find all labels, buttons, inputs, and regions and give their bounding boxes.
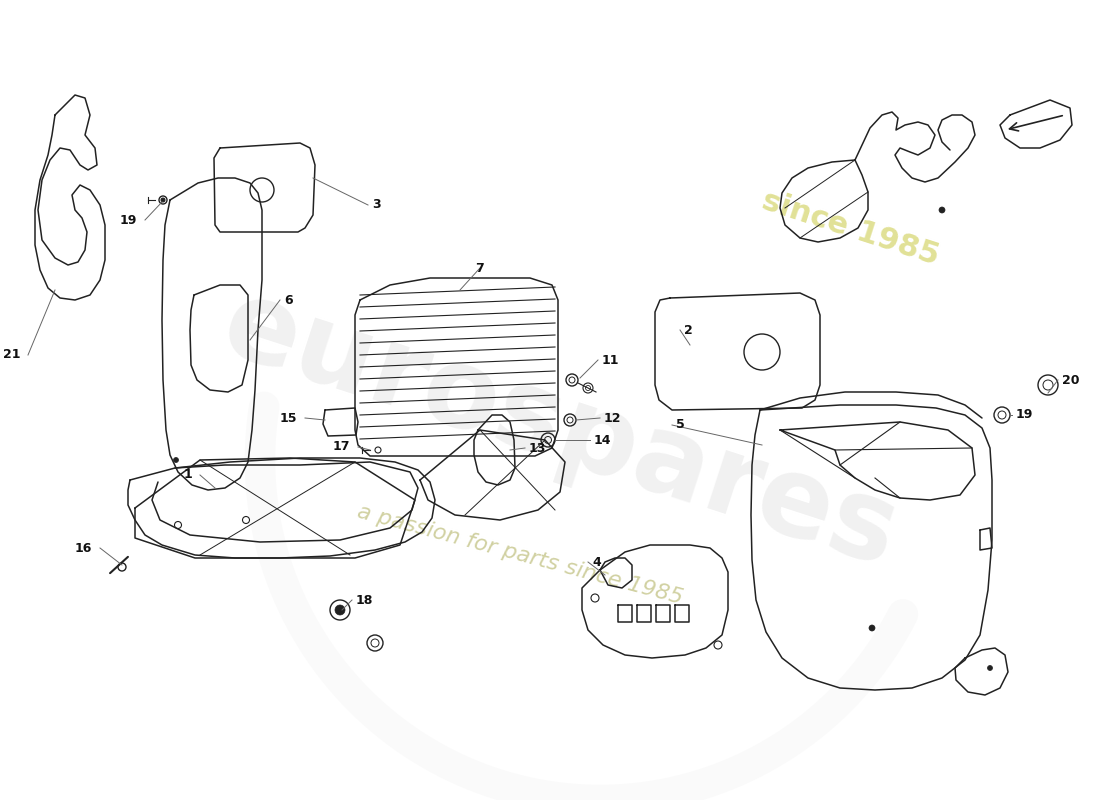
- Text: 4: 4: [592, 555, 601, 569]
- Text: 1: 1: [184, 469, 192, 482]
- Circle shape: [869, 625, 874, 631]
- Text: 2: 2: [684, 323, 693, 337]
- Text: 15: 15: [279, 411, 297, 425]
- Text: 5: 5: [676, 418, 684, 431]
- Text: 16: 16: [75, 542, 92, 554]
- Text: a passion for parts since 1985: a passion for parts since 1985: [355, 502, 685, 608]
- Text: 21: 21: [2, 349, 20, 362]
- Text: 17: 17: [332, 441, 350, 454]
- Circle shape: [174, 458, 178, 462]
- Text: 3: 3: [372, 198, 381, 211]
- Text: 7: 7: [475, 262, 484, 274]
- Text: 14: 14: [594, 434, 612, 446]
- Circle shape: [939, 207, 945, 213]
- Text: since 1985: since 1985: [758, 186, 943, 270]
- Text: 20: 20: [1062, 374, 1079, 386]
- Text: 12: 12: [604, 411, 622, 425]
- Text: 19: 19: [1016, 409, 1033, 422]
- Text: eurospares: eurospares: [209, 270, 911, 590]
- Text: 11: 11: [602, 354, 619, 366]
- Text: 13: 13: [529, 442, 547, 454]
- Text: 18: 18: [356, 594, 373, 606]
- Circle shape: [336, 605, 345, 615]
- Circle shape: [988, 666, 992, 670]
- Text: 19: 19: [120, 214, 138, 226]
- Text: 6: 6: [284, 294, 293, 306]
- Circle shape: [161, 198, 165, 202]
